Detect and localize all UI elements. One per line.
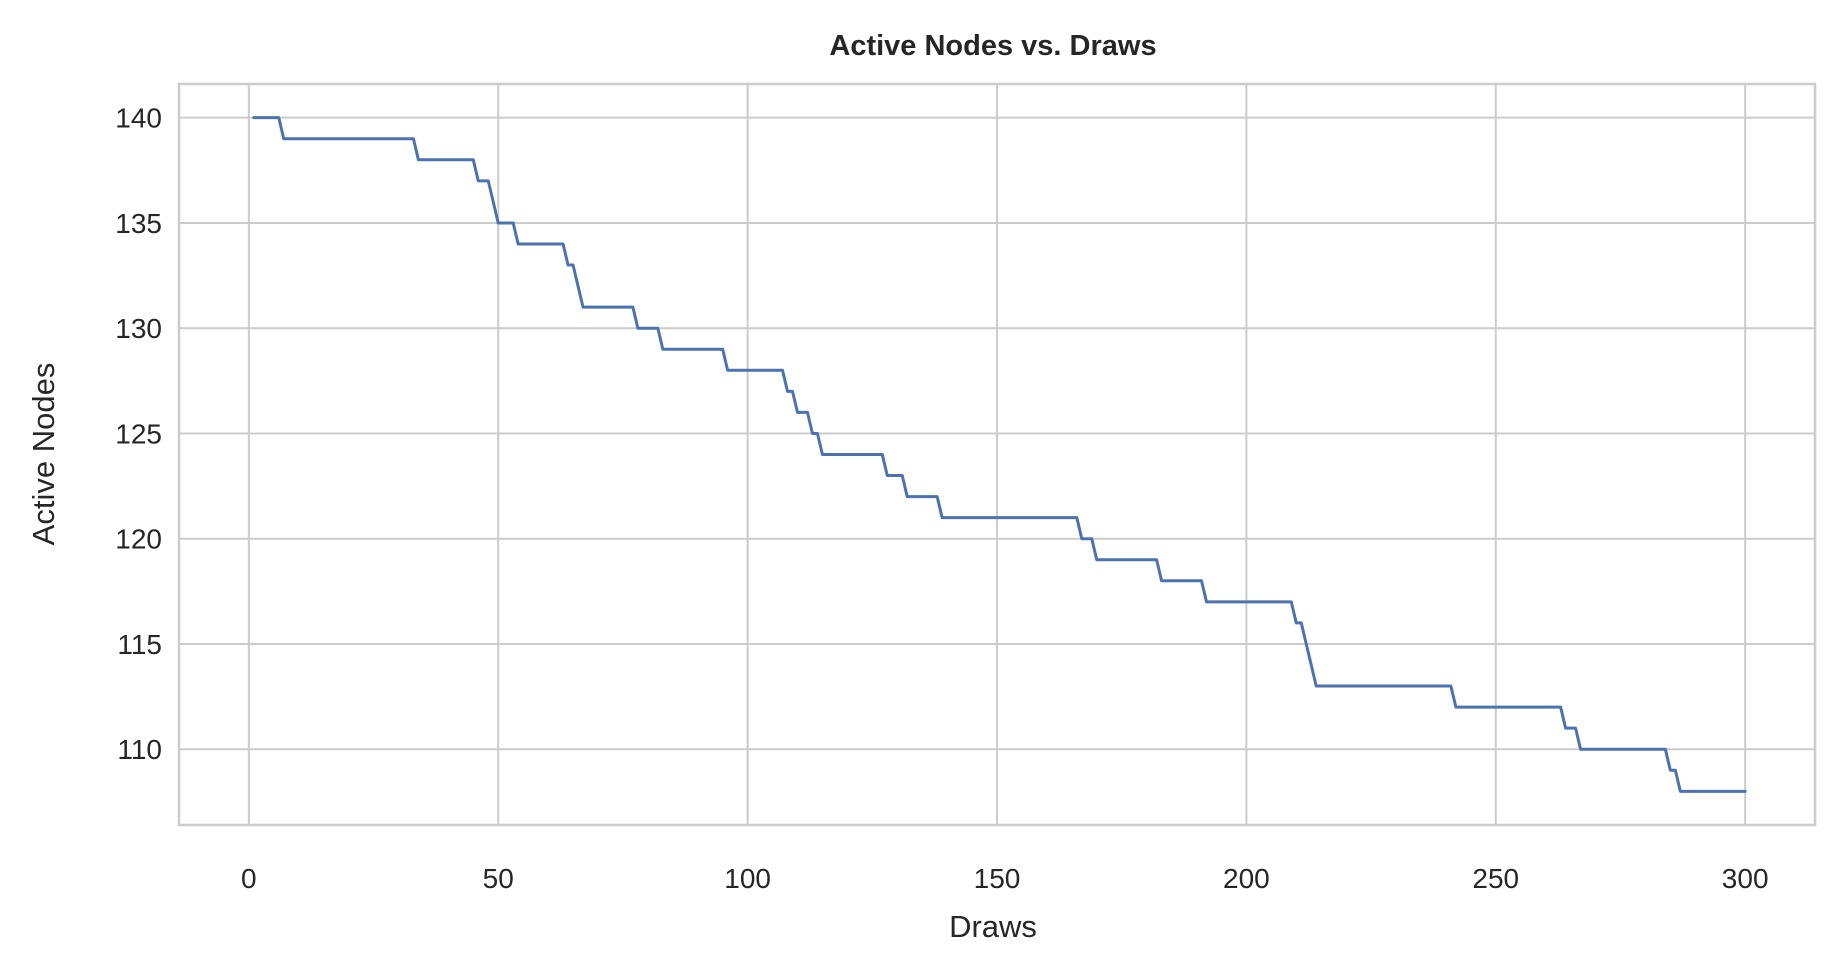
y-tick-label: 115 <box>117 629 162 660</box>
x-tick-label: 250 <box>1472 863 1519 894</box>
data-line-series-1 <box>252 116 1747 793</box>
series-layer <box>252 116 1747 793</box>
chart-title: Active Nodes vs. Draws <box>829 30 1156 62</box>
x-tick-label: 150 <box>974 863 1021 894</box>
x-tick-label: 0 <box>241 863 257 894</box>
x-tick-labels: 0 50 100 150 200 250 300 <box>241 863 1768 894</box>
x-axis-label: Draws <box>949 909 1037 944</box>
y-tick-label: 110 <box>117 734 162 765</box>
y-tick-labels: 110 115 120 125 130 135 140 <box>115 103 162 766</box>
x-tick-label: 300 <box>1722 863 1769 894</box>
y-axis-label: Active Nodes <box>26 363 61 546</box>
plot-frame <box>177 82 1817 827</box>
y-tick-label: 125 <box>115 418 162 449</box>
x-tick-label: 50 <box>483 863 514 894</box>
y-tick-label: 135 <box>115 208 162 239</box>
y-tick-label: 130 <box>115 313 162 344</box>
y-tick-label: 120 <box>115 524 162 555</box>
x-tick-label: 100 <box>724 863 771 894</box>
y-tick-label: 140 <box>115 103 162 134</box>
grid-layer <box>179 84 1815 825</box>
x-tick-label: 200 <box>1223 863 1270 894</box>
